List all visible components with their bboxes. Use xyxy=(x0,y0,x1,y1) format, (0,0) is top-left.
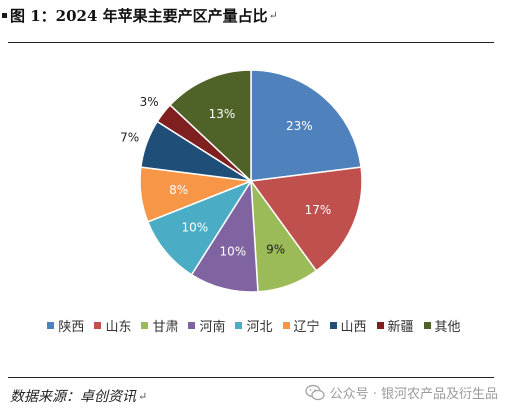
legend-item-1: 山东 xyxy=(94,316,131,335)
bullet-square-icon xyxy=(2,12,7,18)
watermark: 公众号 · 银河农产品及衍生品 xyxy=(304,383,498,402)
slice-label-4: 10% xyxy=(181,221,208,235)
legend-swatch xyxy=(94,321,102,329)
legend-item-3: 河南 xyxy=(188,316,225,335)
slice-label-5: 8% xyxy=(169,183,188,197)
slice-label-2: 9% xyxy=(266,243,285,257)
legend-swatch xyxy=(282,321,290,329)
slice-label-3: 10% xyxy=(219,245,246,259)
legend-swatch xyxy=(376,321,384,329)
legend-label: 新疆 xyxy=(387,319,414,335)
paragraph-return-icon: ↵ xyxy=(138,389,148,403)
legend-swatch xyxy=(188,321,196,329)
legend-swatch xyxy=(235,321,243,329)
watermark-text: 公众号 · 银河农产品及衍生品 xyxy=(329,387,498,402)
pie-slice-1 xyxy=(249,166,363,272)
pie-chart: 23% 17% 9% 10% 10% 8% 7% 3% 13% xyxy=(120,69,363,293)
source-note: 数据来源：卓创资讯 ↵ xyxy=(10,386,147,406)
legend-item-6: 山西 xyxy=(329,316,367,335)
paragraph-return-icon: ↵ xyxy=(268,8,278,22)
legend-swatch xyxy=(141,321,149,329)
pie-slice-8 xyxy=(169,69,252,183)
chart-title: 图 1：2024 年苹果主要产区产量占比 ↵ xyxy=(2,3,278,27)
top-rule xyxy=(8,42,494,43)
legend-item-8: 其他 xyxy=(423,316,461,335)
legend-item-0: 陕西 xyxy=(47,316,84,335)
chart-title-text: 图 1：2024 年苹果主要产区产量占比 xyxy=(10,6,268,25)
legend-item-7: 新疆 xyxy=(376,316,414,335)
legend-label: 山东 xyxy=(105,319,132,335)
slice-label-0: 23% xyxy=(286,119,313,133)
legend-item-5: 辽宁 xyxy=(282,316,320,335)
source-text: 数据来源：卓创资讯 xyxy=(10,389,136,405)
legend-swatch xyxy=(329,321,337,329)
legend-label: 河北 xyxy=(246,319,273,335)
legend-label: 辽宁 xyxy=(293,319,320,335)
legend-item-4: 河北 xyxy=(235,316,273,335)
legend-item-2: 甘肃 xyxy=(141,316,178,335)
legend: 陕西 山东 甘肃 河南 河北 辽宁 山西 新疆 其他 xyxy=(0,314,508,336)
wechat-icon xyxy=(304,384,325,400)
legend-label: 陕西 xyxy=(58,319,85,335)
slice-label-7: 3% xyxy=(140,95,159,109)
bottom-rule xyxy=(8,377,494,378)
slice-label-8: 13% xyxy=(209,107,236,121)
legend-label: 山西 xyxy=(340,319,367,335)
slice-label-1: 17% xyxy=(305,203,332,217)
pie-slice-0 xyxy=(250,69,362,182)
legend-label: 甘肃 xyxy=(152,319,179,335)
legend-label: 河南 xyxy=(199,319,226,335)
legend-swatch xyxy=(47,321,55,329)
legend-label: 其他 xyxy=(434,319,461,335)
slice-label-6: 7% xyxy=(120,130,139,144)
legend-swatch xyxy=(423,321,431,329)
